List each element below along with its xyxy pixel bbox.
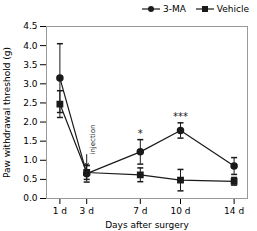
- svg-text:0.5: 0.5: [23, 174, 37, 184]
- svg-text:7 d: 7 d: [133, 206, 147, 216]
- html-text:3-MA: 3-MA: [162, 4, 186, 14]
- svg-text:14 d: 14 d: [224, 206, 244, 216]
- html-text:Vehicle: Vehicle: [216, 4, 249, 14]
- svg-text:Days after surgery: Days after surgery: [105, 220, 189, 230]
- svg-text:10 d: 10 d: [170, 206, 190, 216]
- svg-text:1 d: 1 d: [53, 206, 67, 216]
- svg-text:1.0: 1.0: [23, 155, 38, 165]
- svg-text:*: *: [138, 128, 143, 139]
- svg-text:injection: injection: [89, 125, 97, 155]
- svg-text:0.0: 0.0: [23, 193, 38, 203]
- svg-text:2.0: 2.0: [23, 117, 38, 127]
- svg-text:4.0: 4.0: [23, 40, 38, 50]
- svg-text:3.0: 3.0: [23, 79, 38, 89]
- svg-text:***: ***: [173, 111, 188, 122]
- svg-text:Paw withdrawal threshold (g): Paw withdrawal threshold (g): [2, 47, 12, 178]
- svg-text:2.5: 2.5: [23, 98, 37, 108]
- svg-text:1.5: 1.5: [23, 136, 37, 146]
- svg-text:3 d: 3 d: [80, 206, 94, 216]
- svg-text:3.5: 3.5: [23, 60, 37, 70]
- svg-text:4.5: 4.5: [23, 21, 37, 31]
